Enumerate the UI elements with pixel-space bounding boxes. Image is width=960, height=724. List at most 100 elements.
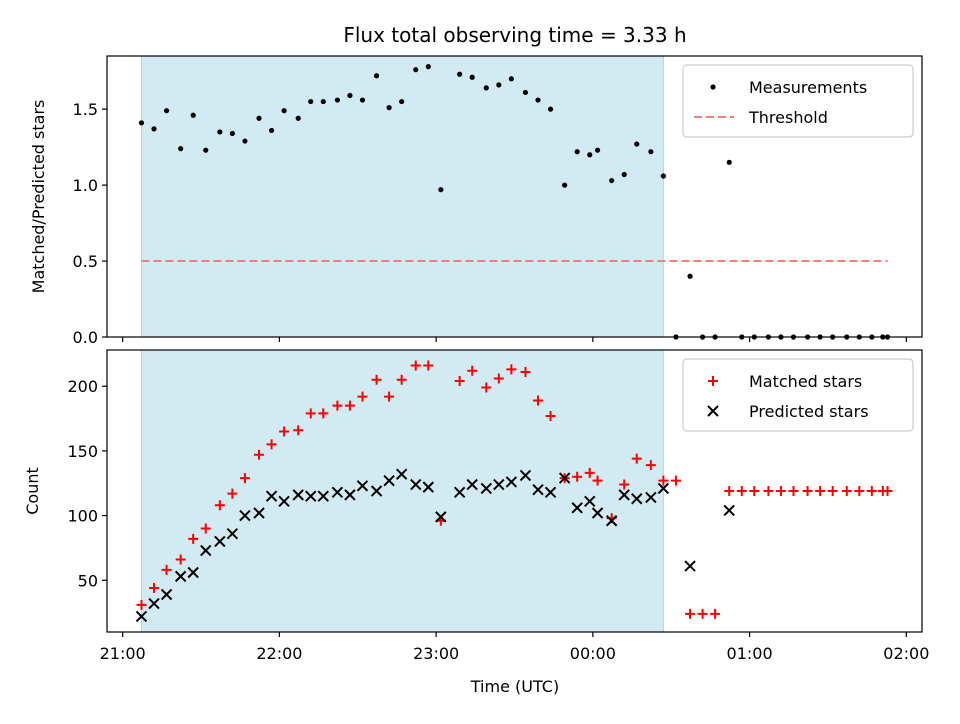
legend-label: Threshold	[748, 108, 828, 127]
matched-point	[410, 360, 421, 371]
predicted-point	[584, 495, 596, 508]
predicted-point	[187, 566, 199, 579]
matched-point	[423, 360, 434, 371]
predicted-point	[317, 490, 329, 502]
data-point	[648, 149, 654, 155]
predicted-point	[453, 486, 466, 499]
matched-point	[279, 426, 290, 437]
data-point	[574, 149, 580, 155]
y-tick-label: 1.0	[73, 176, 98, 195]
data-point	[726, 159, 732, 165]
observing-window-span	[140, 55, 664, 338]
legend: Matched stars Predicted stars	[682, 358, 914, 432]
x-tick-label: 22:00	[256, 644, 302, 663]
matched-point	[619, 479, 630, 490]
matched-point	[866, 486, 877, 496]
matched-point	[775, 486, 786, 496]
matched-point	[293, 425, 304, 436]
matched-point	[685, 608, 696, 619]
matched-point	[357, 391, 368, 402]
matched-point	[384, 391, 395, 402]
predicted-point	[226, 527, 239, 540]
matched-point	[467, 365, 478, 376]
predicted-point	[135, 610, 148, 623]
predicted-point	[466, 478, 478, 491]
legend-box	[682, 358, 914, 432]
data-point	[587, 152, 593, 158]
axes-frame	[106, 349, 923, 633]
matched-point	[520, 366, 531, 377]
matched-point	[815, 486, 826, 496]
matched-point	[266, 439, 277, 450]
predicted-point	[605, 515, 618, 527]
predicted-point	[532, 483, 544, 496]
data-point	[151, 126, 157, 132]
data-point	[295, 115, 301, 121]
series-predicted-stars	[135, 468, 735, 623]
data-point	[634, 141, 640, 147]
predicted-point	[493, 478, 505, 491]
data-point	[281, 108, 287, 114]
predicted-point	[214, 535, 226, 548]
predicted-point	[480, 482, 492, 495]
predicted-point	[435, 511, 447, 523]
predicted-point	[370, 485, 383, 497]
matched-point	[545, 410, 556, 421]
chart-title: Flux total observing time = 3.33 h	[343, 23, 686, 47]
x-tick-label: 00:00	[570, 644, 616, 663]
x-tick-label: 21:00	[100, 644, 146, 663]
y-tick-label: 100	[67, 507, 98, 526]
data-point	[178, 146, 184, 152]
predicted-point	[723, 504, 735, 517]
data-point	[347, 92, 353, 99]
predicted-point	[422, 481, 435, 493]
predicted-point	[356, 480, 369, 492]
data-point	[535, 97, 541, 103]
data-point	[242, 138, 248, 144]
x-axis-label: Time (UTC)	[470, 677, 559, 696]
data-point	[438, 187, 444, 193]
data-point	[522, 89, 529, 96]
matched-point	[882, 486, 893, 496]
predicted-point	[684, 560, 696, 572]
x-tick-label: 02:00	[883, 644, 929, 663]
y-tick-label: 0.5	[73, 252, 98, 271]
observing-window-span	[140, 349, 664, 633]
matched-point	[710, 608, 721, 619]
y-tick-label: 1.5	[73, 100, 98, 119]
predicted-point	[160, 588, 173, 601]
legend-label: Matched stars	[749, 372, 862, 391]
matched-point	[645, 460, 656, 471]
y-tick-label: 0.0	[73, 328, 98, 347]
data-point	[320, 98, 326, 105]
matched-point	[533, 395, 544, 406]
matched-point	[396, 374, 407, 385]
x-tick-label: 23:00	[413, 644, 459, 663]
data-point	[308, 98, 314, 105]
count-panel: 50 100 150 200 21:00 22:00 23:00 00:00 01:00 02:0…	[23, 349, 929, 663]
matched-point	[592, 475, 603, 486]
matched-point	[136, 599, 147, 610]
predicted-point	[148, 597, 160, 610]
data-point	[483, 85, 489, 91]
legend-marker	[710, 84, 716, 90]
legend-label: Measurements	[749, 78, 867, 97]
matched-point	[493, 373, 504, 384]
predicted-point	[383, 474, 395, 487]
predicted-point	[591, 507, 604, 519]
predicted-point	[239, 509, 251, 522]
matched-point	[749, 486, 760, 496]
data-point	[399, 98, 405, 105]
predicted-point	[519, 469, 532, 482]
predicted-point	[558, 472, 571, 484]
matched-point	[227, 488, 238, 499]
matched-point	[161, 564, 172, 575]
matched-point	[214, 500, 225, 511]
data-point	[469, 74, 475, 80]
matched-point	[788, 486, 799, 496]
x-tick-label: 01:00	[727, 644, 773, 663]
data-point	[373, 73, 380, 79]
predicted-point	[292, 489, 304, 501]
matched-point	[371, 374, 382, 385]
matched-point	[318, 408, 329, 419]
